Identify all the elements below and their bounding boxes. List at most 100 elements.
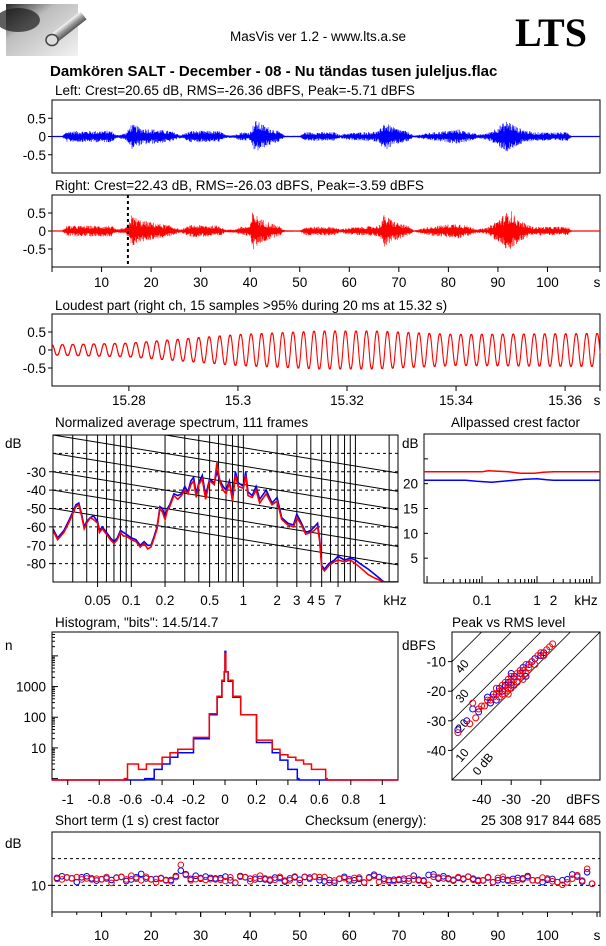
xtick-label: 90 [490, 928, 505, 943]
peak-rms-point-right [513, 678, 521, 686]
xtick-label: 0.1 [473, 593, 492, 608]
peak-rms-point-right [519, 675, 527, 683]
short-term-point-right [499, 873, 507, 881]
xtick-label: 0.05 [84, 593, 110, 608]
ytick-label: 0 [38, 343, 46, 358]
loudest-part-box [51, 313, 601, 387]
short-term-point-right [524, 874, 531, 881]
short-term-point-right [281, 877, 289, 884]
ytick-label: -40 [26, 483, 46, 498]
short-term-point-right [147, 876, 155, 883]
ytick-label: -60 [26, 520, 46, 535]
xtick-label: 30 [193, 275, 208, 290]
xtick-label: 40 [243, 928, 258, 943]
xtick-label: 2 [550, 593, 558, 608]
x-unit-label: s [594, 393, 601, 408]
ytick-label: -20 [426, 684, 446, 699]
peak-vs-rms-xlabel: dBFS [566, 792, 600, 807]
short-term-point-right [93, 875, 100, 882]
short-term-point-right [162, 877, 170, 884]
peak-rms-point-right [504, 690, 512, 698]
loudest-part-waveform [51, 330, 601, 370]
waveform-right [52, 211, 600, 250]
spectrum-slope-line [53, 452, 398, 511]
short-term-point-right [430, 873, 437, 881]
short-term-point-right [445, 875, 452, 883]
short-term-point-right [113, 874, 120, 882]
xtick-label: 7 [334, 593, 342, 608]
spectrum-slope-line [53, 471, 398, 529]
peak-vs-rms-box [451, 631, 601, 781]
xtick-label: 80 [441, 275, 456, 290]
ytick-label: 0.5 [27, 325, 46, 340]
short-term-point-left [430, 871, 437, 878]
ytick-label: 10 [31, 741, 46, 756]
short-term-point-right [539, 874, 546, 881]
short-term-point-right [172, 873, 180, 881]
ytick-label: 20 [403, 477, 418, 492]
xtick-label: 1 [240, 593, 248, 608]
ytick-label: 15 [403, 502, 418, 517]
short-term-point-right [232, 879, 239, 887]
short-term-point-right [222, 877, 229, 885]
peak-rms-point-right [481, 702, 489, 710]
xtick-label: 10 [94, 928, 109, 943]
short-term-point-right [588, 880, 596, 888]
xtick-label: 15.36 [548, 393, 582, 408]
xtick-label: 1 [379, 792, 387, 807]
short-term-point-right [425, 881, 432, 889]
peak-rms-point-right [472, 714, 480, 722]
xtick-label: 20 [144, 275, 159, 290]
ytick-label: 0 [38, 130, 46, 145]
xtick-label: 70 [391, 275, 406, 290]
short-term-point-right [489, 879, 497, 886]
short-term-title: Short term (1 s) crest factor [55, 813, 220, 828]
peak-rms-point-right [469, 699, 477, 707]
xtick-label: -0.2 [182, 792, 205, 807]
short-term-point-right [212, 876, 219, 883]
xtick-label: 50 [292, 275, 307, 290]
short-term-point-right [142, 873, 150, 881]
short-term-point-right [246, 878, 254, 885]
short-term-point-left [177, 867, 185, 874]
xtick-label: 100 [536, 275, 559, 290]
ytick-label: -40 [426, 743, 446, 758]
ytick-label: -50 [26, 502, 46, 517]
spectrum-slope-line [162, 435, 398, 474]
short-term-point-right [509, 877, 517, 885]
short-term-point-right [296, 879, 304, 887]
ytick-label: 0 [38, 224, 46, 239]
short-term-point-right [207, 875, 214, 883]
short-term-point-left [410, 872, 417, 880]
ytick-label: -0.5 [23, 242, 46, 257]
short-term-box [51, 831, 601, 913]
short-term-point-right [583, 865, 591, 873]
ytick-label: 10 [403, 526, 418, 541]
short-term-point-right [415, 877, 422, 884]
short-term-point-right [227, 874, 234, 881]
short-term-point-right [236, 873, 244, 881]
short-term-point-right [103, 873, 110, 881]
short-term-point-right [534, 877, 541, 884]
short-term-point-right [435, 874, 442, 881]
xtick-label: 15.28 [112, 393, 146, 408]
short-term-point-right [450, 876, 457, 884]
xtick-label: 0 [221, 792, 229, 807]
xtick-label: 0.2 [156, 593, 175, 608]
short-term-point-right [123, 876, 130, 883]
loudest-part-title: Loudest part (right ch, 15 samples >95% … [55, 298, 447, 313]
peak-rms-point-left [475, 708, 483, 716]
spectrum-title: Normalized average spectrum, 111 frames [55, 415, 308, 430]
peak-vs-rms-ylabel: dBFS [402, 638, 436, 653]
short-term-point-right [256, 872, 264, 880]
short-term-point-right [291, 873, 299, 880]
peak-rms-point-left [469, 705, 477, 713]
short-term-point-right [271, 876, 279, 884]
spectrum-slope-line [53, 435, 398, 492]
spectrum-left [53, 468, 398, 582]
xtick-label: 0.6 [310, 792, 329, 807]
track-title: Damkören SALT - December - 08 - Nu tända… [50, 63, 497, 80]
short-term-point-right [157, 874, 165, 882]
ytick-label: -0.5 [23, 361, 46, 376]
short-term-point-left [326, 876, 333, 884]
